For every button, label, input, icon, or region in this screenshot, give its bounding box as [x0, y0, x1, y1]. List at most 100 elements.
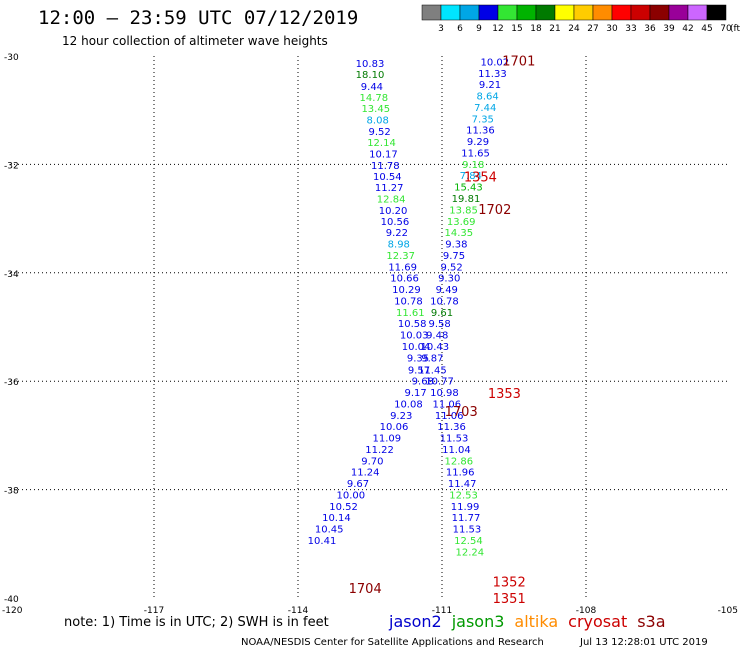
- wave-height-point: 8.64: [476, 92, 498, 103]
- wave-height-point: 10.20: [379, 206, 408, 217]
- wave-height-point: 9.38: [445, 240, 467, 251]
- legend-swatch: [687, 4, 708, 21]
- wave-height-point: 10.77: [425, 377, 454, 388]
- legend-bin-label: 70: [720, 24, 732, 34]
- wave-height-point: 10.78: [394, 296, 423, 307]
- legend-unit: (ft): [730, 24, 740, 34]
- wave-height-point: 9.21: [479, 80, 501, 91]
- wave-height-point: 10.14: [322, 513, 351, 524]
- legend-bin-label: 18: [530, 24, 542, 34]
- wave-height-point: 10.52: [329, 502, 358, 513]
- track-id-label: 1352: [493, 576, 526, 591]
- track-id-label: 1701: [502, 54, 535, 69]
- wave-height-point: 9.23: [390, 411, 412, 422]
- y-tick-label: -40: [4, 595, 19, 605]
- wave-height-point: 15.43: [454, 183, 483, 194]
- legend-swatch: [668, 4, 689, 21]
- wave-height-point: 9.67: [347, 479, 369, 490]
- satellite-legend-item: altika: [514, 612, 558, 631]
- chart-title: 12:00 – 23:59 UTC 07/12/2019: [38, 7, 358, 29]
- footer-credit: NOAA/NESDIS Center for Satellite Applica…: [241, 637, 544, 648]
- track-id-label: 1703: [445, 405, 478, 420]
- wave-height-point: 9.48: [426, 331, 448, 342]
- footer-timestamp: Jul 13 12:28:01 UTC 2019: [579, 637, 708, 648]
- legend-swatch: [478, 4, 499, 21]
- wave-height-point: 11.09: [372, 434, 401, 445]
- legend-swatch: [592, 4, 613, 21]
- wave-height-point: 9.58: [428, 319, 450, 330]
- wave-height-point: 10.00: [336, 490, 365, 501]
- wave-height-point: 10.04: [402, 342, 431, 353]
- wave-height-point: 9.30: [438, 274, 460, 285]
- wave-height-point: 10.83: [356, 59, 385, 70]
- legend-swatch: [554, 4, 575, 21]
- wave-height-point: 9.87: [421, 353, 443, 364]
- wave-height-point: 13.69: [447, 217, 476, 228]
- wave-height-point: 9.18: [462, 160, 484, 171]
- wave-height-point: 11.69: [388, 262, 417, 273]
- track-id-label: 1353: [488, 387, 521, 402]
- satellite-legend-item: s3a: [637, 612, 665, 631]
- y-tick-label: -34: [4, 270, 19, 280]
- legend-swatch: [535, 4, 556, 21]
- wave-height-point: 10.29: [392, 285, 421, 296]
- wave-height-point: 11.65: [461, 148, 490, 159]
- legend-swatch: [611, 4, 632, 21]
- x-tick-label: -108: [576, 606, 597, 616]
- wave-height-point: 11.61: [396, 308, 425, 319]
- wave-height-point: 9.61: [431, 308, 453, 319]
- legend-bin-label: 15: [511, 24, 522, 34]
- wave-height-point: 10.66: [390, 274, 419, 285]
- wave-height-point: 11.47: [448, 479, 477, 490]
- legend-bin-label: 27: [587, 24, 598, 34]
- wave-height-point: 10.98: [430, 388, 459, 399]
- footer-note: note: 1) Time is in UTC; 2) SWH is in fe…: [64, 615, 329, 630]
- y-tick-label: -30: [4, 53, 19, 63]
- x-tick-label: -120: [2, 606, 23, 616]
- legend-bin-label: 42: [682, 24, 693, 34]
- wave-height-point: 12.37: [386, 251, 415, 262]
- wave-height-point: 13.45: [361, 104, 390, 115]
- legend-swatch: [630, 4, 651, 21]
- legend-bin-label: 30: [606, 24, 618, 34]
- y-tick-label: -36: [4, 378, 19, 388]
- wave-height-point: 10.17: [369, 150, 398, 161]
- track-id-label: 1704: [349, 582, 382, 597]
- wave-height-point: 11.45: [418, 365, 447, 376]
- wave-height-point: 19.81: [452, 194, 481, 205]
- wave-height-point: 9.57: [408, 365, 430, 376]
- legend-bin-label: 33: [625, 24, 636, 34]
- map-axes: -30 -32 -34 -36 -38 -40-120 -117 -114 -111 -108 -1…: [2, 53, 738, 616]
- wave-height-point: 11.33: [478, 69, 507, 80]
- wave-height-point: 11.04: [442, 445, 471, 456]
- wave-height-point: 11.96: [446, 468, 475, 479]
- legend-bin-label: 3: [438, 24, 444, 34]
- wave-height-point: 10.54: [373, 172, 402, 183]
- track-id-label: 1702: [478, 203, 511, 218]
- wave-height-point: 7.35: [472, 114, 494, 125]
- legend-swatch: [440, 4, 461, 21]
- track-id-label: 1354: [464, 170, 497, 185]
- wave-height-point: 8.98: [388, 240, 410, 251]
- wave-height-point: 9.44: [361, 82, 383, 93]
- wave-height-point: 9.17: [404, 388, 426, 399]
- wave-height-point: 9.52: [440, 262, 462, 273]
- legend-swatch: [421, 4, 442, 21]
- wave-height-point: 9.75: [443, 251, 465, 262]
- legend-swatch: [459, 4, 480, 21]
- wave-height-point: 11.36: [437, 422, 466, 433]
- wave-height-point: 13.85: [449, 205, 478, 216]
- x-tick-label: -117: [144, 606, 164, 616]
- x-tick-label: -105: [718, 606, 738, 616]
- wave-height-point: 11.77: [452, 513, 481, 524]
- wave-height-point: 7.44: [474, 103, 496, 114]
- legend-swatch: [649, 4, 670, 21]
- legend-swatch: [497, 4, 518, 21]
- wave-height-point: 11.78: [371, 161, 400, 172]
- x-tick-label: -111: [432, 606, 452, 616]
- wave-height-point: 9.35: [407, 353, 429, 364]
- chart-subtitle: 12 hour collection of altimeter wave hei…: [62, 34, 328, 48]
- wave-height-point: 14.78: [360, 93, 389, 104]
- satellite-legend-item: cryosat: [568, 612, 627, 631]
